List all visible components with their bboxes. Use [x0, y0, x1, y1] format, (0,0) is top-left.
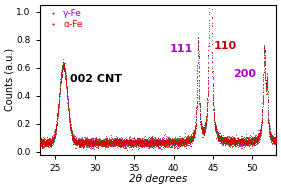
- Text: 110: 110: [214, 41, 237, 51]
- Text: 200: 200: [233, 69, 256, 79]
- X-axis label: 2θ degrees: 2θ degrees: [129, 174, 187, 184]
- Y-axis label: Counts (a.u.): Counts (a.u.): [5, 48, 15, 111]
- Text: 002 CNT: 002 CNT: [70, 74, 122, 84]
- Legend: γ-Fe, α-Fe: γ-Fe, α-Fe: [42, 8, 84, 31]
- Text: 111: 111: [170, 44, 193, 54]
